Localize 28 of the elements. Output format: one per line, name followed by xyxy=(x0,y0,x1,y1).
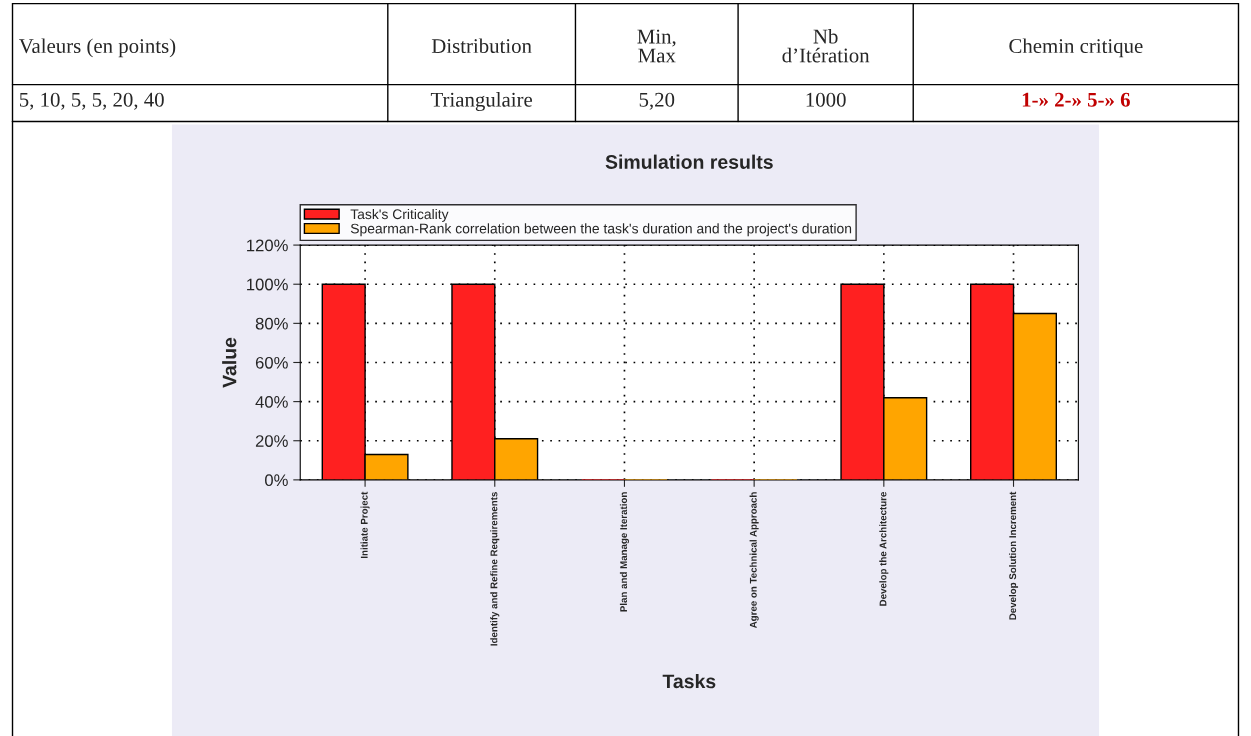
y-tick-label: 40% xyxy=(255,396,288,408)
text: Valeurs (en points) xyxy=(19,38,176,58)
x-axis-title: Tasks xyxy=(662,673,716,689)
legend-label: Task's Criticality xyxy=(350,208,449,222)
x-tick-label: Identify and Refine Requirements xyxy=(490,492,500,646)
chart-title: Simulation results xyxy=(605,154,773,169)
y-tick-label: 60% xyxy=(255,356,288,369)
text: Distribution xyxy=(431,38,532,54)
text: 1-» 2-» 5-» 6 xyxy=(1022,92,1130,107)
y-tick-label: 100% xyxy=(247,278,288,291)
x-tick-label: Develop the Architecture xyxy=(879,492,889,606)
x-tick-label: Plan and Manage Iteration xyxy=(619,492,630,612)
text: Min, Max xyxy=(637,29,676,63)
text: Chemin critique xyxy=(1009,38,1143,58)
text: Nb d’Itération xyxy=(782,28,870,63)
y-tick-label: 0% xyxy=(265,474,288,487)
x-tick-label: Develop Solution Increment xyxy=(1008,491,1019,620)
y-axis-title: Value xyxy=(222,337,237,388)
text: Triangulaire xyxy=(430,92,533,112)
y-tick-label: 80% xyxy=(255,317,288,330)
text: 1000 xyxy=(806,92,846,107)
y-tick-label: 20% xyxy=(255,435,288,447)
x-tick-label: Agree on Technical Approach xyxy=(749,492,759,629)
text: 5,20 xyxy=(639,92,675,110)
x-tick-label: Initiate Project xyxy=(360,491,370,559)
legend-label: Spearman-Rank correlation between the task's duration and the project's duration xyxy=(350,223,852,237)
text: 5, 10, 5, 5, 20, 40 xyxy=(19,92,164,110)
y-tick-label: 120% xyxy=(247,239,288,252)
